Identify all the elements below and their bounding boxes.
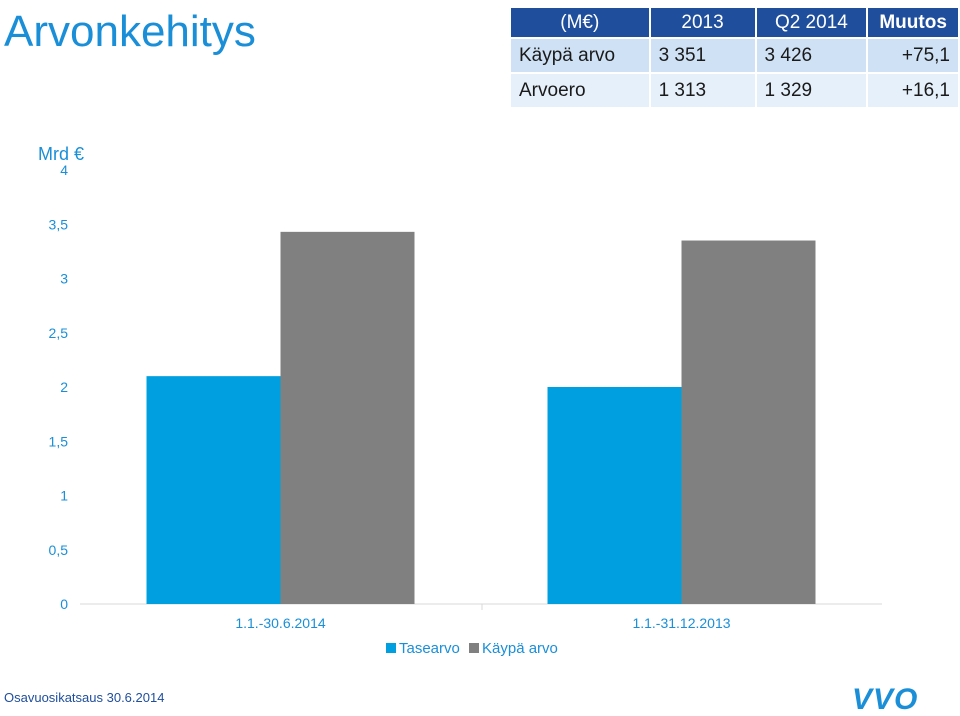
summary-cell-label: Käypä arvo	[511, 39, 649, 72]
bar-chart: Mrd € 0 0,5 1 1,5 2 2,5 3 3,5 4 1.1.-30.6.2014 1.1.…	[38, 144, 882, 657]
summary-cell-q2-2014: 3 426	[756, 39, 867, 72]
y-tick-label: 0,5	[49, 542, 69, 558]
y-tick-label: 2	[60, 379, 68, 395]
x-tick-label: 1.1.-31.12.2013	[632, 615, 730, 631]
y-tick-label: 2,5	[49, 325, 69, 341]
summary-header-muutos: Muutos	[868, 8, 958, 37]
summary-header-unit: (M€)	[511, 8, 649, 37]
legend-label: Tasearvo	[399, 640, 460, 657]
legend-label: Käypä arvo	[482, 640, 558, 657]
summary-cell-muutos: +16,1	[868, 74, 958, 107]
summary-cell-2013: 3 351	[650, 39, 755, 72]
bar	[146, 376, 281, 604]
footer-text: Osavuosikatsaus 30.6.2014	[4, 690, 165, 705]
summary-row-kaypa-arvo: Käypä arvo 3 351 3 426 +75,1	[511, 39, 958, 72]
summary-cell-q2-2014: 1 329	[756, 74, 867, 107]
y-tick-label: 4	[60, 162, 68, 178]
vvo-logo-text: VVO	[852, 684, 918, 712]
summary-row-arvoero: Arvoero 1 313 1 329 +16,1	[511, 74, 958, 107]
bar	[280, 231, 415, 604]
y-tick-label: 3	[60, 271, 68, 287]
summary-table: (M€) 2013 Q2 2014 Muutos Käypä arvo 3 35…	[509, 6, 960, 109]
y-tick-label: 3,5	[49, 216, 69, 232]
bar	[547, 387, 682, 604]
summary-header-q2-2014: Q2 2014	[756, 8, 867, 37]
bar	[681, 240, 816, 604]
legend-swatch	[469, 643, 479, 653]
summary-header-2013: 2013	[650, 8, 755, 37]
y-tick-label: 0	[60, 596, 68, 612]
summary-table-header-row: (M€) 2013 Q2 2014 Muutos	[511, 8, 958, 37]
summary-cell-2013: 1 313	[650, 74, 755, 107]
x-tick-label: 1.1.-30.6.2014	[235, 615, 326, 631]
y-axis-label: Mrd €	[38, 144, 84, 164]
y-tick-label: 1	[60, 488, 68, 504]
legend-swatch	[386, 643, 396, 653]
summary-cell-label: Arvoero	[511, 74, 649, 107]
y-tick-label: 1,5	[49, 433, 69, 449]
page-title: Arvonkehitys	[4, 7, 256, 56]
summary-cell-muutos: +75,1	[868, 39, 958, 72]
vvo-logo: VVO	[852, 684, 918, 712]
